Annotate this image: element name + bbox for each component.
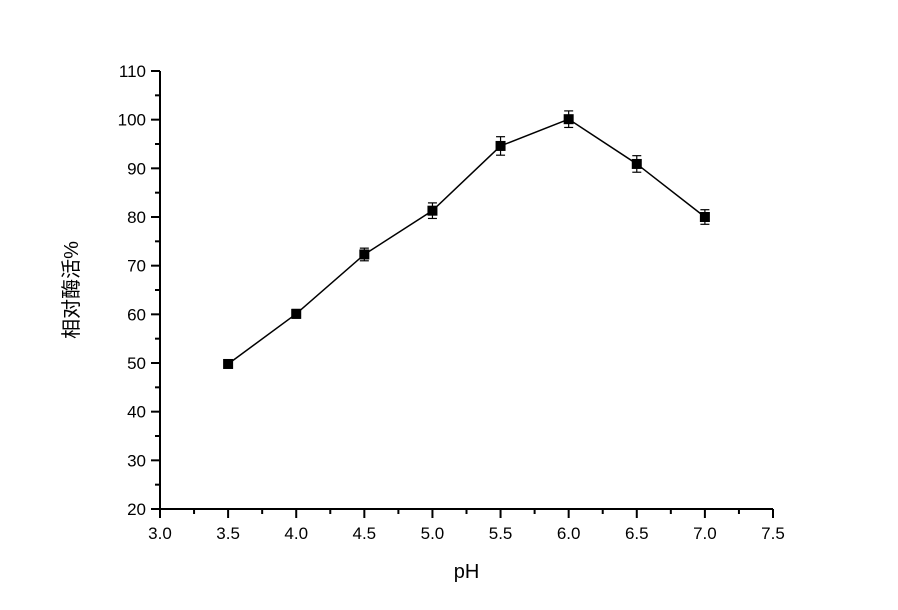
y-tick-label: 50	[127, 354, 146, 373]
x-tick-label: 4.0	[284, 524, 308, 543]
x-tick-label: 3.5	[216, 524, 240, 543]
y-tick-label: 110	[119, 62, 146, 81]
data-line	[227, 118, 706, 365]
y-tick-label: 90	[127, 159, 146, 178]
y-tick-label: 30	[127, 451, 146, 470]
x-tick-label: 5.0	[421, 524, 445, 543]
x-tick-label: 7.5	[761, 524, 785, 543]
y-tick-label: 20	[127, 500, 146, 519]
data-point-marker	[359, 249, 370, 260]
y-tick-label: 40	[127, 403, 146, 422]
data-point-marker	[699, 212, 710, 222]
data-point-marker	[427, 205, 438, 216]
x-tick-label: 6.5	[625, 524, 649, 543]
data-point-marker	[495, 140, 506, 151]
x-tick-label: 4.5	[353, 524, 377, 543]
data-point-marker	[291, 308, 302, 319]
y-tick-label: 80	[127, 208, 146, 227]
y-tick-label: 70	[127, 257, 146, 276]
x-tick-label: 7.0	[693, 524, 717, 543]
x-tick-label: 3.0	[148, 524, 172, 543]
data-point-marker	[631, 158, 642, 169]
y-tick-label: 100	[118, 111, 146, 130]
x-tick-label: 5.5	[489, 524, 513, 543]
y-axis-title: 相对酶活%	[60, 241, 83, 339]
x-axis-title: pH	[454, 561, 480, 583]
y-tick-label: 60	[127, 305, 146, 324]
x-tick-label: 6.0	[557, 524, 581, 543]
data-point-marker	[223, 358, 234, 369]
data-point-marker	[563, 114, 574, 125]
